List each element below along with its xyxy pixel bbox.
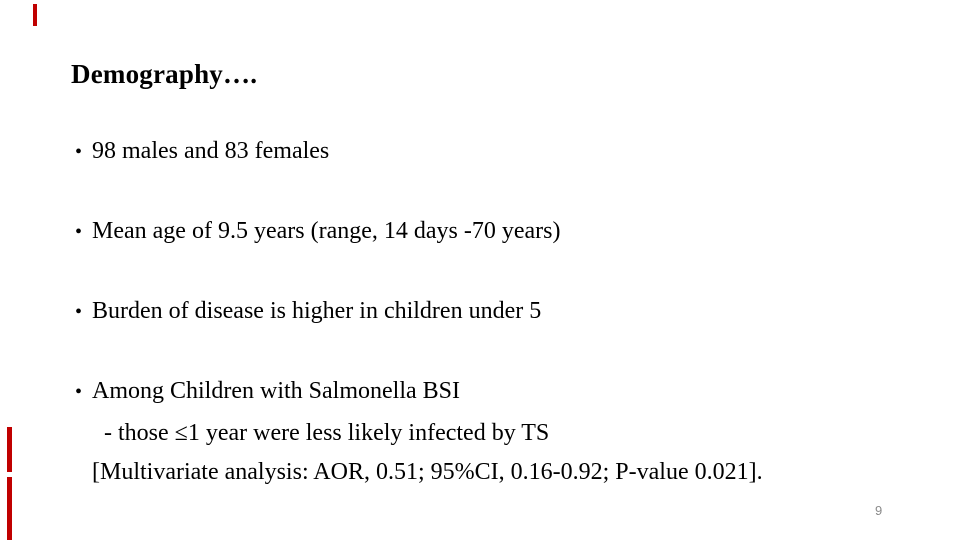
red-pen-annotation-bottom-2 <box>7 477 12 540</box>
bullet-item: • 98 males and 83 females <box>75 137 329 166</box>
bullet-text: Burden of disease is higher in children … <box>92 298 542 324</box>
red-pen-annotation-bottom-1 <box>7 427 12 472</box>
bullet-text: Mean age of 9.5 years (range, 14 days -7… <box>92 218 561 244</box>
bullet-item: • Among Children with Salmonella BSI <box>75 377 460 406</box>
bullet-subline: - those ≤1 year were less likely infecte… <box>104 419 549 447</box>
bullet-icon: • <box>75 141 83 163</box>
bullet-text: 98 males and 83 females <box>92 138 330 164</box>
bullet-icon: • <box>75 221 83 243</box>
bullet-item: • Burden of disease is higher in childre… <box>75 297 541 326</box>
bullet-icon: • <box>75 381 83 403</box>
bullet-text: Among Children with Salmonella BSI <box>92 378 460 404</box>
slide-title: Demography…. <box>71 59 258 89</box>
slide-page-number: 9 <box>875 503 883 518</box>
subline-text: [Multivariate analysis: AOR, 0.51; 95%CI… <box>92 459 763 485</box>
bullet-item: • Mean age of 9.5 years (range, 14 days … <box>75 217 560 246</box>
red-pen-annotation-top <box>33 4 37 26</box>
subline-text: - those ≤1 year were less likely infecte… <box>104 420 550 446</box>
bullet-icon: • <box>75 301 83 323</box>
bullet-subline: [Multivariate analysis: AOR, 0.51; 95%CI… <box>92 458 763 486</box>
